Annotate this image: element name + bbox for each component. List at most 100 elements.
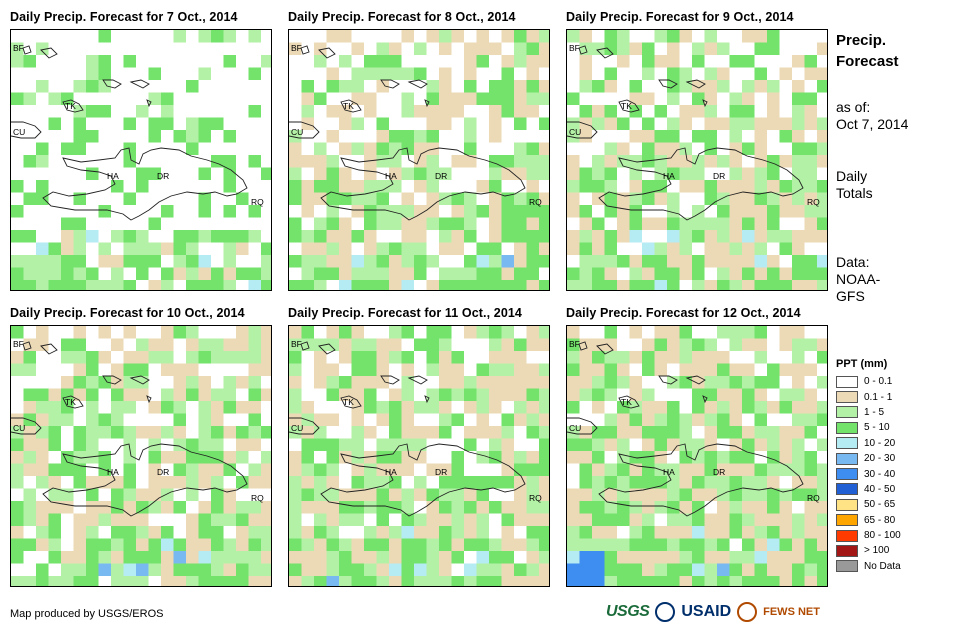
precip-cell	[401, 142, 414, 155]
precip-cell	[48, 463, 61, 476]
precip-cell	[464, 388, 477, 401]
precip-cell	[161, 488, 174, 501]
precip-cell	[754, 413, 767, 426]
precip-cell	[464, 192, 477, 205]
precip-cell	[198, 451, 211, 464]
precip-cell	[692, 267, 705, 280]
legend-item: 0.1 - 1	[836, 389, 901, 404]
precip-cell	[173, 388, 186, 401]
precip-cell	[73, 563, 86, 576]
coastline	[340, 99, 362, 113]
precip-cell	[86, 526, 99, 539]
precip-cell	[679, 363, 692, 376]
precip-grid	[567, 30, 827, 290]
precip-cell	[526, 92, 539, 105]
precip-cell	[642, 476, 655, 489]
precip-cell	[414, 267, 427, 280]
precip-cell	[792, 326, 805, 339]
precip-cell	[451, 476, 464, 489]
precip-cell	[364, 267, 377, 280]
precip-cell	[223, 280, 236, 290]
precip-cell	[704, 280, 717, 290]
precip-cell	[754, 192, 767, 205]
precip-cell	[729, 513, 742, 526]
precip-cell	[98, 30, 111, 43]
precip-cell	[364, 167, 377, 180]
precip-cell	[248, 463, 261, 476]
side-asof-label: as of:	[836, 99, 871, 115]
precip-cell	[804, 563, 817, 576]
precip-cell	[111, 280, 124, 290]
precip-cell	[729, 376, 742, 389]
precip-cell	[23, 388, 36, 401]
precip-cell	[198, 351, 211, 364]
precip-cell	[73, 326, 86, 339]
precip-cell	[86, 351, 99, 364]
coastline	[11, 121, 42, 139]
precip-cell	[73, 242, 86, 255]
precip-cell	[198, 338, 211, 351]
precip-cell	[617, 563, 630, 576]
legend-item: 65 - 80	[836, 513, 901, 528]
precip-cell	[123, 242, 136, 255]
map-label-cu: CU	[13, 423, 26, 433]
precip-cell	[198, 255, 211, 268]
precip-cell	[667, 55, 680, 68]
precip-cell	[604, 488, 617, 501]
precip-cell	[692, 230, 705, 243]
precip-cell	[642, 501, 655, 514]
precip-cell	[592, 80, 605, 93]
precip-cell	[592, 376, 605, 389]
precip-cell	[314, 280, 327, 290]
precip-cell	[617, 30, 630, 43]
precip-cell	[804, 488, 817, 501]
precip-cell	[792, 513, 805, 526]
precip-cell	[426, 463, 439, 476]
precip-cell	[111, 401, 124, 414]
precip-cell	[261, 513, 271, 526]
precip-cell	[617, 55, 630, 68]
precip-cell	[754, 563, 767, 576]
precip-cell	[289, 551, 302, 564]
precip-cell	[73, 376, 86, 389]
precip-cell	[111, 538, 124, 551]
precip-cell	[211, 576, 224, 586]
precip-cell	[86, 438, 99, 451]
precip-cell	[301, 230, 314, 243]
precip-cell	[351, 117, 364, 130]
precip-cell	[717, 117, 730, 130]
precip-cell	[111, 426, 124, 439]
precip-cell	[439, 463, 452, 476]
precip-cell	[592, 576, 605, 586]
precip-cell	[439, 280, 452, 290]
precip-cell	[401, 167, 414, 180]
precip-cell	[489, 92, 502, 105]
precip-cell	[539, 526, 549, 539]
precip-cell	[451, 351, 464, 364]
legend-swatch	[836, 452, 858, 465]
precip-cell	[223, 155, 236, 168]
precip-cell	[98, 551, 111, 564]
precip-cell	[592, 401, 605, 414]
precip-cell	[792, 576, 805, 586]
legend-swatch	[836, 529, 858, 542]
map-label-rq: RQ	[529, 197, 542, 207]
precip-cell	[654, 551, 667, 564]
precip-cell	[186, 80, 199, 93]
precip-cell	[339, 230, 352, 243]
precip-cell	[98, 351, 111, 364]
precip-cell	[389, 242, 402, 255]
precip-cell	[301, 476, 314, 489]
precip-cell	[111, 576, 124, 586]
precip-cell	[414, 205, 427, 218]
precip-cell	[742, 80, 755, 93]
precip-cell	[198, 280, 211, 290]
precip-cell	[717, 426, 730, 439]
map-label-bf: BF	[291, 339, 302, 349]
precip-map: BF TK CU HA DR RQ	[566, 29, 828, 291]
precip-cell	[173, 476, 186, 489]
precip-cell	[376, 67, 389, 80]
precip-cell	[514, 267, 527, 280]
precip-cell	[36, 192, 49, 205]
precip-cell	[376, 55, 389, 68]
